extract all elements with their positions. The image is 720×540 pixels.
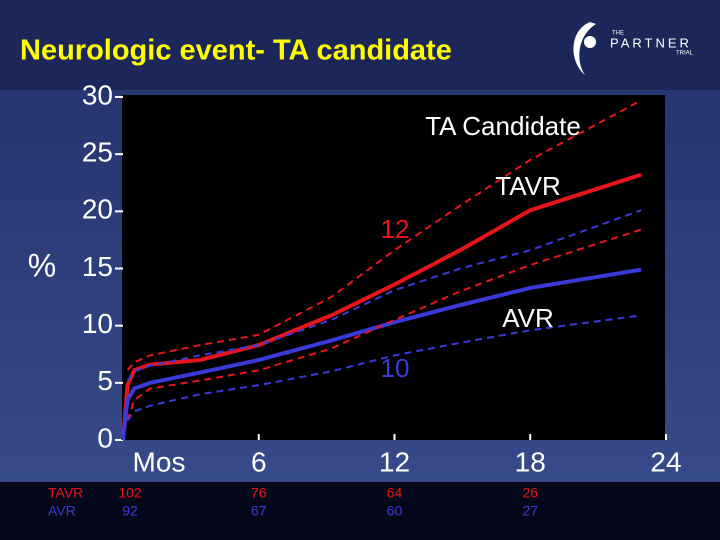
at-risk-value: 76 xyxy=(251,485,267,501)
y-tick-label: 0 xyxy=(97,422,113,453)
x-tick-label: 24 xyxy=(650,446,681,477)
series-label: AVR xyxy=(502,303,554,333)
x-tick-label: 12 xyxy=(379,446,410,477)
slide-title: Neurologic event- TA candidate xyxy=(20,35,452,67)
y-tick-label: 5 xyxy=(97,365,113,396)
logo-main: PARTNER xyxy=(610,35,692,50)
y-tick-label: 25 xyxy=(82,137,113,168)
x-tick-label: 6 xyxy=(251,446,267,477)
y-tick-label: 10 xyxy=(82,308,113,339)
logo-dot xyxy=(584,36,596,48)
at-risk-value: 102 xyxy=(118,485,142,501)
y-axis-label: % xyxy=(28,247,56,283)
confidence-line xyxy=(126,209,642,382)
logo-swoosh xyxy=(573,22,596,75)
at-risk-value: 60 xyxy=(387,503,403,519)
annotation: 12 xyxy=(381,214,410,244)
plot-subtitle: TA Candidate xyxy=(425,111,581,141)
logo-top: THE xyxy=(612,31,624,37)
at-risk-value: 27 xyxy=(522,503,538,519)
plot-area xyxy=(122,95,665,440)
at-risk-value: 26 xyxy=(522,485,538,501)
logo-bottom: TRIAL xyxy=(676,51,694,57)
x-axis-label: Mos xyxy=(133,446,186,477)
y-tick-label: 20 xyxy=(82,194,113,225)
y-tick-label: 15 xyxy=(82,251,113,282)
at-risk-name: TAVR xyxy=(48,485,83,501)
at-risk-value: 67 xyxy=(251,503,267,519)
at-risk-value: 92 xyxy=(122,503,138,519)
at-risk-value: 64 xyxy=(387,485,403,501)
y-tick-label: 30 xyxy=(82,79,113,110)
x-tick-label: 18 xyxy=(515,446,546,477)
logo: THE PARTNER TRIAL xyxy=(573,22,694,75)
at-risk-name: AVR xyxy=(48,503,76,519)
series-line xyxy=(121,267,642,441)
annotation: 10 xyxy=(381,353,410,383)
at-risk-band xyxy=(0,482,720,540)
title-band xyxy=(0,0,720,90)
series-label: TAVR xyxy=(495,171,560,201)
